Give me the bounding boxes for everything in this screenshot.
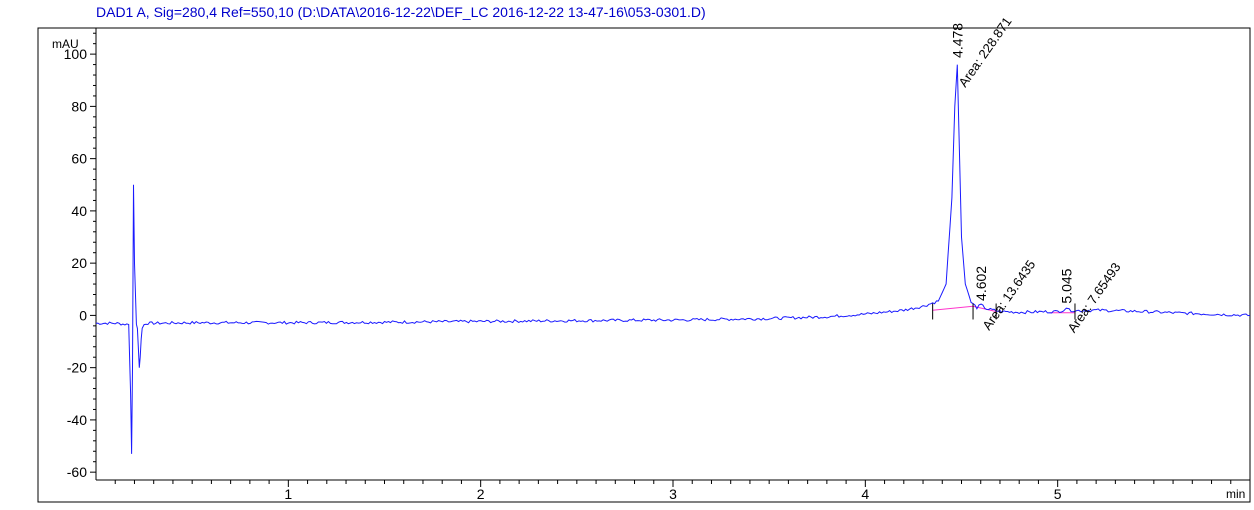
x-tick-label: 3 [669, 486, 677, 502]
peak-rt-label: 4.602 [973, 266, 989, 301]
peak-rt-label: 4.478 [949, 23, 965, 58]
y-axis-unit-label: mAU [52, 37, 79, 51]
y-tick-label: -40 [67, 412, 87, 428]
chart-title: DAD1 A, Sig=280,4 Ref=550,10 (D:\DATA\20… [96, 4, 706, 20]
y-tick-label: 40 [71, 203, 87, 219]
y-tick-label: 60 [71, 151, 87, 167]
y-tick-label: 0 [79, 307, 87, 323]
y-tick-label: 100 [64, 46, 88, 62]
x-tick-label: 2 [477, 486, 485, 502]
y-tick-label: -60 [67, 464, 87, 480]
x-tick-label: 1 [284, 486, 292, 502]
y-tick-label: -20 [67, 360, 87, 376]
x-axis-unit-label: min [1226, 487, 1245, 501]
plot-frame [37, 27, 1251, 503]
x-tick-label: 4 [861, 486, 869, 502]
signal-trace [95, 64, 1251, 454]
y-tick-label: 80 [71, 98, 87, 114]
y-tick-label: 20 [71, 255, 87, 271]
peak-rt-label: 5.045 [1058, 268, 1074, 303]
x-tick-label: 5 [1054, 486, 1062, 502]
